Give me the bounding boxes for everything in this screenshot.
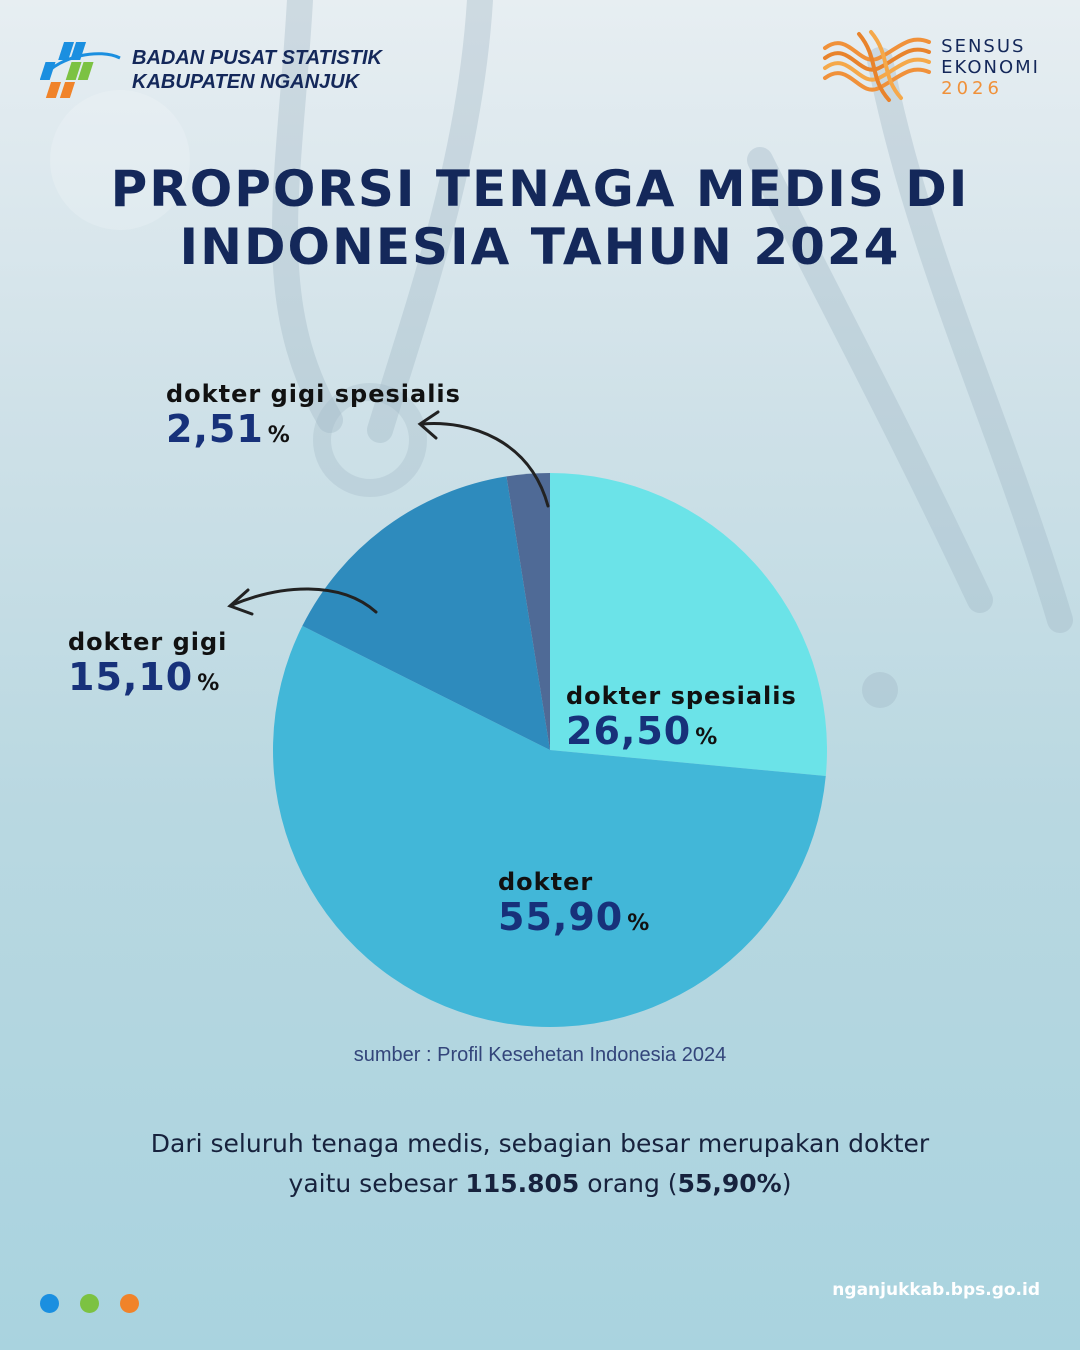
summary-text: Dari seluruh tenaga medis, sebagian besa… [0, 1124, 1080, 1204]
bps-header: BADAN PUSAT STATISTIK KABUPATEN NGANJUK [40, 36, 382, 104]
source-note: sumber : Profil Kesehetan Indonesia 2024 [353, 1044, 727, 1066]
label-specialist-doctor: dokter spesialis 26,50% [566, 682, 797, 752]
slice-value: 55,90 [498, 895, 624, 939]
title-line1: PROPORSI TENAGA MEDIS DI [110, 160, 970, 218]
page-title: PROPORSI TENAGA MEDIS DI INDONESIA TAHUN… [0, 160, 1080, 276]
slice-unit: % [695, 725, 718, 750]
summary-prefix: yaitu sebesar [288, 1169, 458, 1198]
organization-name: BADAN PUSAT STATISTIK KABUPATEN NGANJUK [132, 46, 382, 94]
annotation-arrow-dentist [230, 587, 378, 614]
label-dentist: dokter gigi 15,10% [68, 628, 227, 698]
bps-logo-icon [40, 42, 121, 98]
slice-unit: % [267, 423, 290, 448]
slice-doctor [272, 625, 826, 1028]
slice-name: dokter gigi spesialis [166, 380, 461, 408]
slice-name: dokter gigi [68, 628, 228, 656]
annotation-arrowhead-dental-specialist [417, 410, 440, 440]
summary-suffix: ) [781, 1169, 792, 1198]
summary-line2: yaitu sebesar 115.805 orang (55,90%) [0, 1164, 1080, 1204]
slice-name: dokter [498, 868, 594, 896]
slice-value: 2,51 [166, 407, 264, 451]
annotation-arrow-dental-specialist [420, 422, 550, 508]
dot-green [80, 1294, 99, 1313]
census-year: 2026 [941, 77, 1003, 99]
label-dental-specialist: dokter gigi spesialis 2,51% [166, 380, 461, 450]
slice-unit: % [197, 671, 220, 696]
dot-orange [120, 1294, 139, 1313]
slice-dental-specialist [506, 473, 550, 750]
decorative-dots [40, 1294, 160, 1313]
census-wordmark: SENSUS EKONOMI 2026 [941, 36, 1040, 99]
sensus-ekonomi-logo-icon [823, 30, 932, 102]
website-url[interactable]: nganjukkab.bps.go.id [832, 1280, 1040, 1300]
slice-unit: % [627, 911, 650, 936]
slice-value: 26,50 [566, 709, 692, 753]
summary-count: 115.805 [465, 1169, 580, 1198]
slice-dentist [302, 476, 550, 750]
slice-specialist-doctor [550, 473, 827, 777]
census-line2: EKONOMI [941, 56, 1040, 78]
census-header: SENSUS EKONOMI 2026 [819, 28, 1040, 106]
annotation-arrowhead-dentist [227, 588, 254, 616]
label-doctor: dokter 55,90% [498, 868, 649, 938]
slice-name: dokter spesialis [566, 682, 797, 710]
census-line1: SENSUS [941, 35, 1026, 57]
summary-line1: Dari seluruh tenaga medis, sebagian besa… [150, 1129, 930, 1158]
org-name-line2: KABUPATEN NGANJUK [132, 71, 360, 93]
summary-percent: 55,90% [677, 1169, 782, 1198]
title-line2: INDONESIA TAHUN 2024 [179, 218, 901, 276]
org-name-line1: BADAN PUSAT STATISTIK [132, 47, 382, 69]
dot-blue [40, 1294, 59, 1313]
slice-value: 15,10 [68, 655, 194, 699]
summary-mid: orang ( [587, 1169, 678, 1198]
